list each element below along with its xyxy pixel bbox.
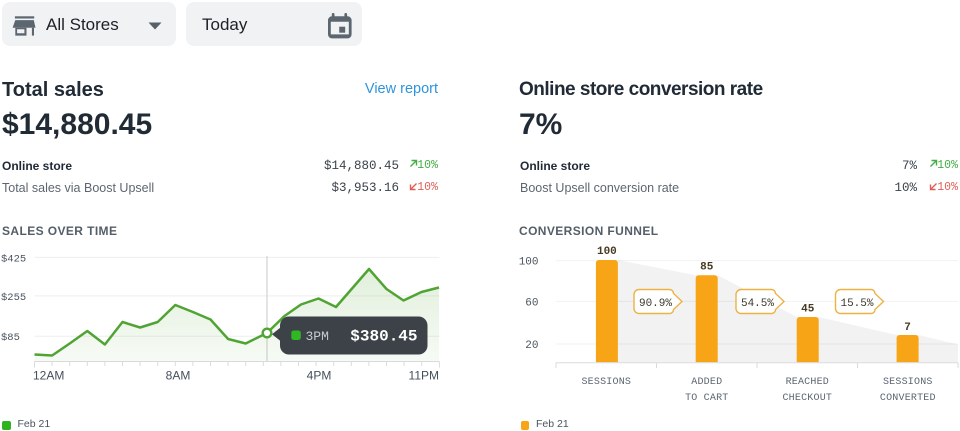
svg-text:REACHED: REACHED [786, 377, 829, 388]
svg-text:90.9%: 90.9% [639, 298, 672, 310]
svg-text:45: 45 [801, 304, 815, 316]
svg-text:SESSIONS: SESSIONS [581, 377, 631, 388]
svg-text:$85: $85 [1, 332, 20, 344]
svg-text:4PM: 4PM [307, 369, 332, 383]
svg-text:TO CART: TO CART [685, 393, 728, 404]
svg-text:7: 7 [904, 322, 911, 334]
svg-text:CONVERTED: CONVERTED [880, 393, 936, 404]
svg-text:$255: $255 [1, 292, 26, 304]
svg-text:20: 20 [525, 340, 538, 352]
svg-text:100: 100 [519, 257, 539, 269]
svg-text:$425: $425 [1, 253, 26, 265]
svg-text:85: 85 [700, 262, 714, 274]
svg-text:8AM: 8AM [166, 369, 191, 383]
svg-text:$380.45: $380.45 [350, 327, 417, 345]
svg-text:SESSIONS: SESSIONS [883, 377, 933, 388]
svg-text:60: 60 [525, 297, 538, 309]
svg-text:ADDED: ADDED [691, 377, 722, 388]
svg-text:54.5%: 54.5% [741, 298, 774, 310]
svg-text:3PM: 3PM [306, 329, 329, 344]
svg-text:15.5%: 15.5% [840, 298, 873, 310]
svg-text:CHECKOUT: CHECKOUT [782, 393, 832, 404]
svg-text:11PM: 11PM [409, 369, 439, 383]
svg-text:100: 100 [597, 246, 617, 258]
svg-text:12AM: 12AM [33, 369, 64, 383]
